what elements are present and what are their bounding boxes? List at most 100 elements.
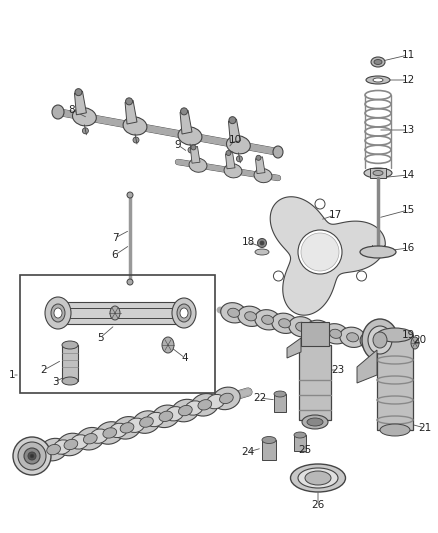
Text: 10: 10 [229, 135, 242, 145]
Ellipse shape [364, 168, 392, 178]
Ellipse shape [315, 199, 325, 209]
Ellipse shape [140, 417, 153, 427]
Bar [301, 322, 329, 346]
Ellipse shape [272, 313, 297, 334]
Ellipse shape [255, 249, 269, 255]
Ellipse shape [368, 326, 392, 354]
Ellipse shape [307, 418, 323, 426]
Text: 22: 22 [253, 393, 267, 403]
Ellipse shape [103, 428, 117, 438]
Ellipse shape [52, 105, 64, 119]
Ellipse shape [28, 452, 36, 460]
Ellipse shape [224, 164, 242, 178]
Ellipse shape [360, 246, 396, 258]
Text: 12: 12 [401, 75, 415, 85]
Ellipse shape [360, 332, 386, 352]
Polygon shape [357, 350, 377, 383]
Ellipse shape [198, 400, 212, 410]
Ellipse shape [172, 399, 199, 422]
Ellipse shape [367, 337, 379, 346]
Text: 14: 14 [401, 170, 415, 180]
Ellipse shape [245, 312, 257, 321]
Ellipse shape [133, 411, 160, 433]
Ellipse shape [274, 391, 286, 397]
Bar [262, 440, 276, 460]
Polygon shape [125, 100, 137, 124]
Ellipse shape [258, 238, 266, 247]
Ellipse shape [110, 423, 127, 438]
Bar [274, 394, 286, 412]
Ellipse shape [113, 417, 141, 439]
Ellipse shape [146, 413, 164, 427]
Polygon shape [287, 338, 301, 358]
Polygon shape [270, 197, 385, 315]
Ellipse shape [207, 394, 224, 409]
Ellipse shape [84, 433, 97, 444]
Ellipse shape [188, 147, 194, 153]
Polygon shape [74, 91, 86, 115]
Ellipse shape [254, 168, 272, 183]
Ellipse shape [191, 393, 219, 416]
Ellipse shape [301, 233, 339, 271]
Polygon shape [229, 119, 240, 143]
Ellipse shape [177, 304, 191, 322]
Text: 6: 6 [112, 250, 118, 260]
Text: 16: 16 [401, 243, 415, 253]
Ellipse shape [371, 57, 385, 67]
Ellipse shape [237, 156, 242, 162]
Ellipse shape [273, 271, 283, 281]
Ellipse shape [306, 320, 332, 341]
Text: 4: 4 [182, 353, 188, 363]
Ellipse shape [127, 418, 145, 432]
Ellipse shape [229, 117, 236, 124]
Ellipse shape [313, 326, 325, 335]
Ellipse shape [51, 304, 65, 322]
Ellipse shape [133, 137, 139, 143]
Ellipse shape [296, 322, 307, 332]
Ellipse shape [289, 317, 314, 337]
Ellipse shape [323, 324, 349, 344]
Text: 15: 15 [401, 205, 415, 215]
Ellipse shape [47, 445, 60, 455]
Ellipse shape [212, 387, 240, 410]
Ellipse shape [256, 155, 261, 160]
Ellipse shape [346, 333, 359, 342]
Ellipse shape [366, 76, 390, 84]
Bar [370, 168, 386, 178]
Ellipse shape [279, 319, 290, 328]
Bar [20, 275, 215, 393]
Text: 2: 2 [41, 365, 47, 375]
Ellipse shape [380, 424, 410, 436]
Ellipse shape [238, 306, 264, 326]
Ellipse shape [75, 88, 82, 95]
Ellipse shape [228, 308, 240, 317]
Ellipse shape [226, 136, 250, 154]
Ellipse shape [127, 279, 133, 285]
Text: 8: 8 [69, 105, 75, 115]
Ellipse shape [179, 406, 192, 416]
Text: 11: 11 [401, 50, 415, 60]
Bar [377, 335, 413, 430]
Ellipse shape [226, 150, 231, 156]
Ellipse shape [90, 429, 108, 443]
Ellipse shape [64, 439, 78, 450]
Text: 13: 13 [401, 125, 415, 135]
Ellipse shape [189, 158, 207, 172]
Text: 20: 20 [413, 335, 427, 345]
Ellipse shape [72, 108, 96, 126]
Bar [294, 435, 306, 451]
Ellipse shape [302, 415, 328, 429]
Text: 24: 24 [241, 447, 254, 457]
Ellipse shape [411, 337, 419, 349]
Ellipse shape [53, 440, 71, 454]
Ellipse shape [71, 435, 88, 449]
Ellipse shape [180, 308, 188, 318]
Bar [68, 308, 178, 318]
Ellipse shape [362, 319, 398, 361]
Ellipse shape [340, 327, 365, 348]
Ellipse shape [294, 432, 306, 438]
Ellipse shape [178, 127, 202, 145]
Ellipse shape [127, 192, 133, 198]
Ellipse shape [298, 230, 342, 274]
Ellipse shape [110, 306, 120, 320]
